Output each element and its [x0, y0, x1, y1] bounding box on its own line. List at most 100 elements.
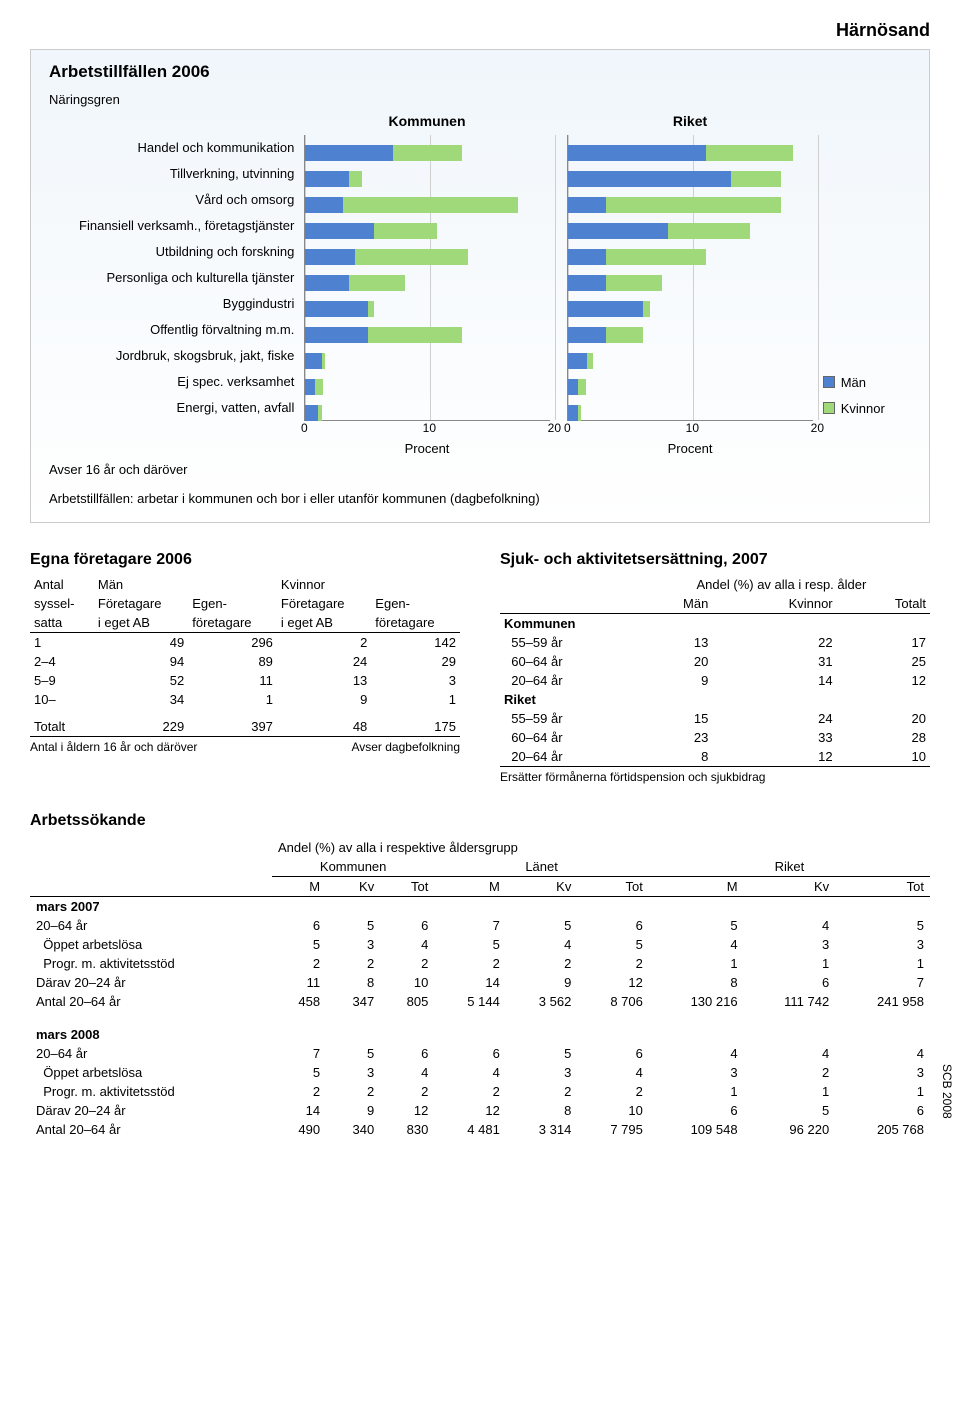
bar-women — [578, 379, 586, 395]
chart-head-riket: Riket — [567, 113, 812, 135]
axis-tick: 0 — [301, 421, 308, 435]
bar-women — [606, 197, 781, 213]
arbets-col: Kv — [506, 877, 578, 897]
arbets-sub: Andel (%) av alla i respektive åldersgru… — [272, 838, 930, 857]
panel-subtitle: Näringsgren — [49, 92, 911, 107]
two-column-tables: Egna företagare 2006 Antal Män Kvinnor s… — [30, 551, 930, 784]
arbets-title: Arbetssökande — [30, 812, 930, 830]
bar-women — [668, 223, 749, 239]
chart-riket: Riket 01020 Procent — [567, 113, 812, 456]
egna-h: Företagare — [277, 594, 371, 613]
sjuk-title: Sjuk- och aktivitetsersättning, 2007 — [500, 551, 930, 569]
arbets-col: M — [649, 877, 744, 897]
arbets-col: M — [272, 877, 326, 897]
table-row: 5–95211133 — [30, 671, 460, 690]
category-label: Offentlig förvaltning m.m. — [49, 317, 294, 343]
table-row: Därav 20–24 år1491212810656 — [30, 1101, 930, 1120]
category-label: Ej spec. verksamhet — [49, 369, 294, 395]
bar-men — [305, 145, 393, 161]
chart-kommunen: Kommunen 01020 Procent — [304, 113, 549, 456]
bar-row — [568, 166, 781, 192]
bar-women — [606, 327, 644, 343]
egna-note-left: Antal i åldern 16 år och däröver — [30, 740, 197, 754]
sjuk-sub: Andel (%) av alla i resp. ålder — [633, 575, 930, 594]
arbets-group: Kommunen — [272, 857, 434, 877]
bar-women — [374, 223, 437, 239]
bar-men — [305, 223, 374, 239]
bar-row — [305, 244, 468, 270]
table-row: Antal 20–64 år4903408304 4813 3147 79510… — [30, 1120, 930, 1139]
bar-men — [568, 249, 606, 265]
table-row: 60–64 år233328 — [500, 728, 930, 747]
arbets-block: Arbetssökande Andel (%) av alla i respek… — [30, 812, 930, 1139]
bar-women — [731, 171, 781, 187]
bar-row — [568, 296, 649, 322]
sjuk-table: Andel (%) av alla i resp. ålder Män Kvin… — [500, 575, 930, 767]
egna-h: Företagare — [94, 594, 188, 613]
arbets-group: Länet — [434, 857, 649, 877]
table-row: 20–64 år756656444 — [30, 1044, 930, 1063]
egna-h: i eget AB — [277, 613, 371, 633]
bar-row — [568, 218, 749, 244]
bar-men — [305, 379, 315, 395]
panel-footer-note: Arbetstillfällen: arbetar i kommunen och… — [49, 491, 911, 506]
arbets-col: Kv — [326, 877, 380, 897]
bar-women — [587, 353, 593, 369]
axis-tick: 20 — [548, 421, 561, 435]
sjuk-col: Män — [633, 594, 712, 614]
bar-row — [305, 166, 361, 192]
bar-row — [568, 140, 793, 166]
bar-women — [393, 145, 462, 161]
egna-h: Egen- — [188, 594, 277, 613]
egna-h: satta — [30, 613, 94, 633]
bar-row — [305, 296, 374, 322]
bar-women — [606, 249, 706, 265]
source-tag: SCB 2008 — [940, 1064, 954, 1119]
bar-row — [305, 374, 323, 400]
arbets-col: Kv — [744, 877, 836, 897]
arbets-col: Tot — [835, 877, 930, 897]
table-row: 60–64 år203125 — [500, 652, 930, 671]
egna-h: företagare — [371, 613, 460, 633]
egna-h: i eget AB — [94, 613, 188, 633]
table-row: Progr. m. aktivitetsstöd222222111 — [30, 954, 930, 973]
bar-row — [568, 374, 586, 400]
bar-men — [568, 145, 706, 161]
category-label: Energi, vatten, avfall — [49, 395, 294, 421]
table-row: 20–64 år656756545 — [30, 916, 930, 935]
egna-h: Egen- — [371, 594, 460, 613]
legend-men: Män — [823, 369, 911, 395]
egna-h: företagare — [188, 613, 277, 633]
category-label: Handel och kommunikation — [49, 135, 294, 161]
chart-legend: Män Kvinnor — [813, 113, 911, 421]
egna-h: Antal — [30, 575, 94, 594]
sjuk-group: Kommunen — [500, 614, 633, 634]
arbets-col: Tot — [380, 877, 434, 897]
egna-title: Egna företagare 2006 — [30, 551, 460, 569]
bar-women — [322, 353, 326, 369]
bar-men — [568, 275, 606, 291]
axis-tick: 0 — [564, 421, 571, 435]
bar-men — [568, 327, 606, 343]
bar-men — [305, 197, 343, 213]
arbets-group: Riket — [649, 857, 930, 877]
bar-row — [568, 348, 593, 374]
sjuk-block: Sjuk- och aktivitetsersättning, 2007 And… — [500, 551, 930, 784]
table-row: 20–64 år91412 — [500, 671, 930, 690]
table-row: 2–494892429 — [30, 652, 460, 671]
axis-tick: 20 — [811, 421, 824, 435]
bar-men — [305, 327, 368, 343]
bar-women — [343, 197, 518, 213]
legend-label-women: Kvinnor — [841, 401, 885, 416]
egna-table: Antal Män Kvinnor syssel- Företagare Ege… — [30, 575, 460, 737]
bar-women — [368, 327, 462, 343]
chart-area: Handel och kommunikationTillverkning, ut… — [49, 113, 911, 456]
category-label: Personliga och kulturella tjänster — [49, 265, 294, 291]
bar-men — [305, 249, 355, 265]
bar-men — [568, 223, 668, 239]
bar-men — [568, 301, 643, 317]
table-row: Öppet arbetslösa534434323 — [30, 1063, 930, 1082]
egna-note-right: Avser dagbefolkning — [351, 740, 460, 754]
bar-men — [568, 353, 587, 369]
legend-swatch-women — [823, 402, 835, 414]
